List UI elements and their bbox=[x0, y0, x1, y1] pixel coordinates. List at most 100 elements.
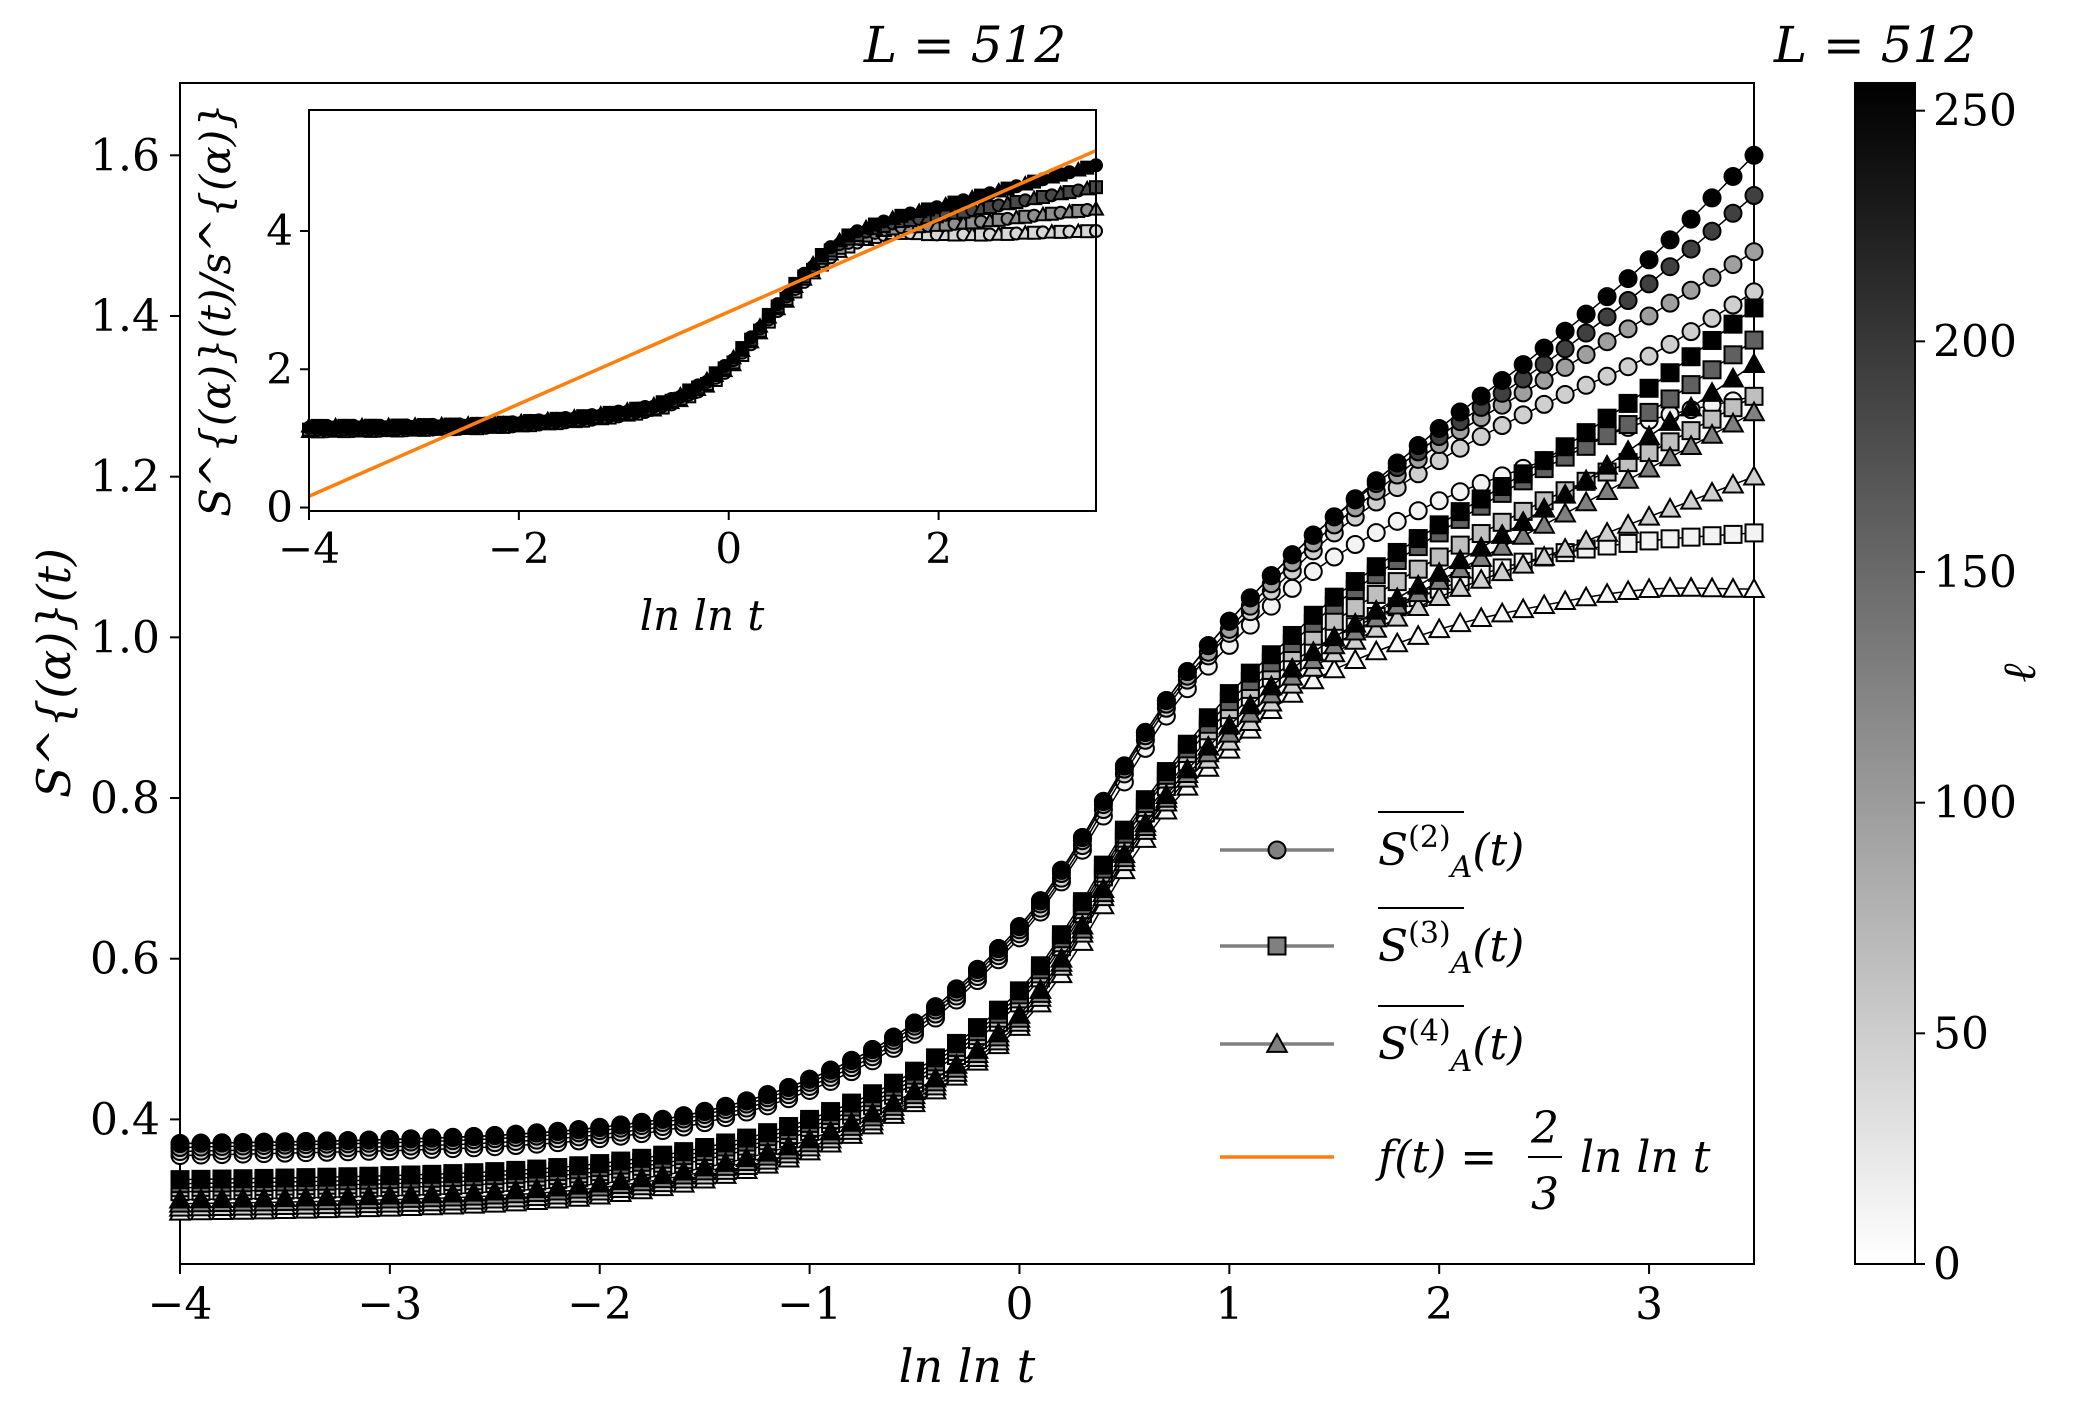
data-point bbox=[273, 1186, 297, 1207]
data-point bbox=[380, 1166, 400, 1186]
data-point bbox=[191, 1169, 211, 1189]
inset-y-axis-label: S^{(α)}(t)/s^{(α)} bbox=[191, 103, 240, 517]
data-point bbox=[1723, 524, 1743, 544]
data-point bbox=[1534, 370, 1554, 390]
data-point bbox=[1637, 456, 1661, 478]
data-point bbox=[945, 1053, 968, 1074]
data-point bbox=[1639, 346, 1659, 366]
series-line bbox=[179, 587, 1755, 1213]
data-point bbox=[1616, 513, 1640, 534]
data-point bbox=[967, 959, 987, 979]
data-point bbox=[1681, 322, 1701, 342]
data-point bbox=[905, 1061, 925, 1081]
data-point bbox=[1742, 400, 1766, 422]
data-point bbox=[1702, 308, 1722, 328]
data-point bbox=[1450, 482, 1470, 502]
data-point bbox=[1742, 464, 1766, 486]
inset-data-point bbox=[735, 341, 750, 356]
data-point bbox=[737, 1091, 757, 1111]
data-point bbox=[464, 1127, 484, 1147]
data-point bbox=[1471, 386, 1491, 406]
data-point bbox=[988, 1000, 1008, 1020]
data-point bbox=[1511, 510, 1535, 531]
x-tick-label: 2 bbox=[1425, 1279, 1453, 1330]
inset-data-point bbox=[724, 348, 743, 365]
data-point bbox=[1723, 166, 1743, 186]
data-point bbox=[1343, 648, 1367, 669]
data-point bbox=[693, 1155, 717, 1177]
inset-y-tick-label: 2 bbox=[266, 344, 293, 393]
colorbar-ticks: 0 50 100 150 200 250 bbox=[1915, 86, 2017, 1290]
data-point bbox=[1219, 611, 1239, 631]
data-point bbox=[1282, 545, 1302, 565]
data-point bbox=[168, 1187, 192, 1209]
legend-label: S(2)A(t) bbox=[1378, 820, 1524, 885]
data-point bbox=[254, 1168, 274, 1188]
inset-data-point bbox=[777, 285, 796, 301]
data-point bbox=[1597, 332, 1617, 352]
main-axis-ticks: −4 −3 −2 −1 0 1 2 3 0.4 0.6 0.8 1.0 1.2 1.4 1.6 bbox=[90, 130, 1663, 1330]
data-point bbox=[653, 1109, 673, 1129]
data-point bbox=[1742, 352, 1766, 374]
data-point bbox=[1345, 534, 1365, 554]
data-point bbox=[483, 1179, 507, 1201]
data-point bbox=[1175, 757, 1199, 779]
data-point bbox=[1240, 588, 1260, 608]
data-point bbox=[1595, 479, 1619, 500]
data-point bbox=[399, 1183, 423, 1204]
x-tick-label: 3 bbox=[1635, 1279, 1663, 1330]
colorbar-tick-label: 150 bbox=[1933, 547, 2017, 598]
data-point bbox=[1744, 185, 1764, 205]
data-point bbox=[1471, 427, 1491, 447]
data-point bbox=[548, 1121, 568, 1141]
series-circle-ell-256 bbox=[170, 145, 1764, 1153]
data-point bbox=[1492, 370, 1512, 390]
legend-fraction-numerator: 2 bbox=[1530, 1103, 1559, 1154]
data-point bbox=[1597, 408, 1617, 428]
data-point bbox=[401, 1129, 421, 1149]
data-point bbox=[1595, 582, 1619, 603]
data-point bbox=[1700, 480, 1724, 502]
data-point bbox=[275, 1168, 295, 1188]
data-point bbox=[779, 1116, 799, 1136]
data-point bbox=[1513, 355, 1533, 375]
data-point bbox=[1387, 511, 1407, 531]
data-point bbox=[779, 1077, 799, 1097]
legend-marker bbox=[1267, 840, 1287, 860]
data-point bbox=[1639, 378, 1659, 398]
data-point bbox=[1007, 1003, 1031, 1024]
series-line bbox=[179, 395, 1755, 1189]
y-tick-label: 0.8 bbox=[90, 773, 160, 824]
data-point bbox=[569, 1120, 589, 1140]
inset-x-tick-label: −2 bbox=[488, 524, 550, 573]
data-point bbox=[1448, 548, 1472, 570]
inset-data-point bbox=[770, 297, 785, 312]
data-point bbox=[1618, 319, 1638, 339]
series-line bbox=[179, 154, 1755, 1145]
data-point bbox=[1030, 956, 1050, 976]
data-point bbox=[611, 1151, 631, 1171]
data-point bbox=[987, 1021, 1010, 1043]
data-point bbox=[1679, 576, 1703, 597]
data-point bbox=[1135, 722, 1155, 742]
data-point bbox=[254, 1132, 274, 1152]
data-point bbox=[758, 1085, 778, 1105]
data-point bbox=[1427, 617, 1451, 639]
inset-x-tick-label: 0 bbox=[715, 524, 742, 573]
data-point bbox=[1511, 597, 1535, 619]
data-point bbox=[588, 1171, 612, 1193]
data-point bbox=[1238, 693, 1262, 715]
data-point bbox=[527, 1123, 547, 1143]
x-tick-label: −2 bbox=[567, 1279, 632, 1330]
data-point bbox=[1156, 690, 1176, 710]
data-point bbox=[1618, 533, 1638, 553]
data-point bbox=[884, 1073, 904, 1093]
data-point bbox=[1303, 525, 1323, 545]
data-point bbox=[653, 1145, 673, 1165]
data-point bbox=[506, 1124, 526, 1144]
data-point bbox=[1492, 416, 1512, 436]
data-point bbox=[1364, 639, 1388, 661]
data-point bbox=[1660, 334, 1680, 354]
data-point bbox=[1324, 587, 1344, 607]
data-point bbox=[1721, 472, 1745, 494]
